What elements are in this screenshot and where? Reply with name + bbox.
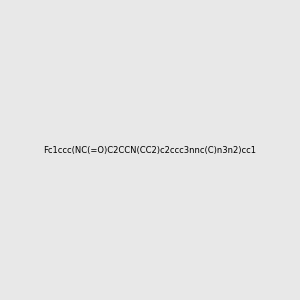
Text: Fc1ccc(NC(=O)C2CCN(CC2)c2ccc3nnc(C)n3n2)cc1: Fc1ccc(NC(=O)C2CCN(CC2)c2ccc3nnc(C)n3n2)… bbox=[44, 146, 256, 154]
